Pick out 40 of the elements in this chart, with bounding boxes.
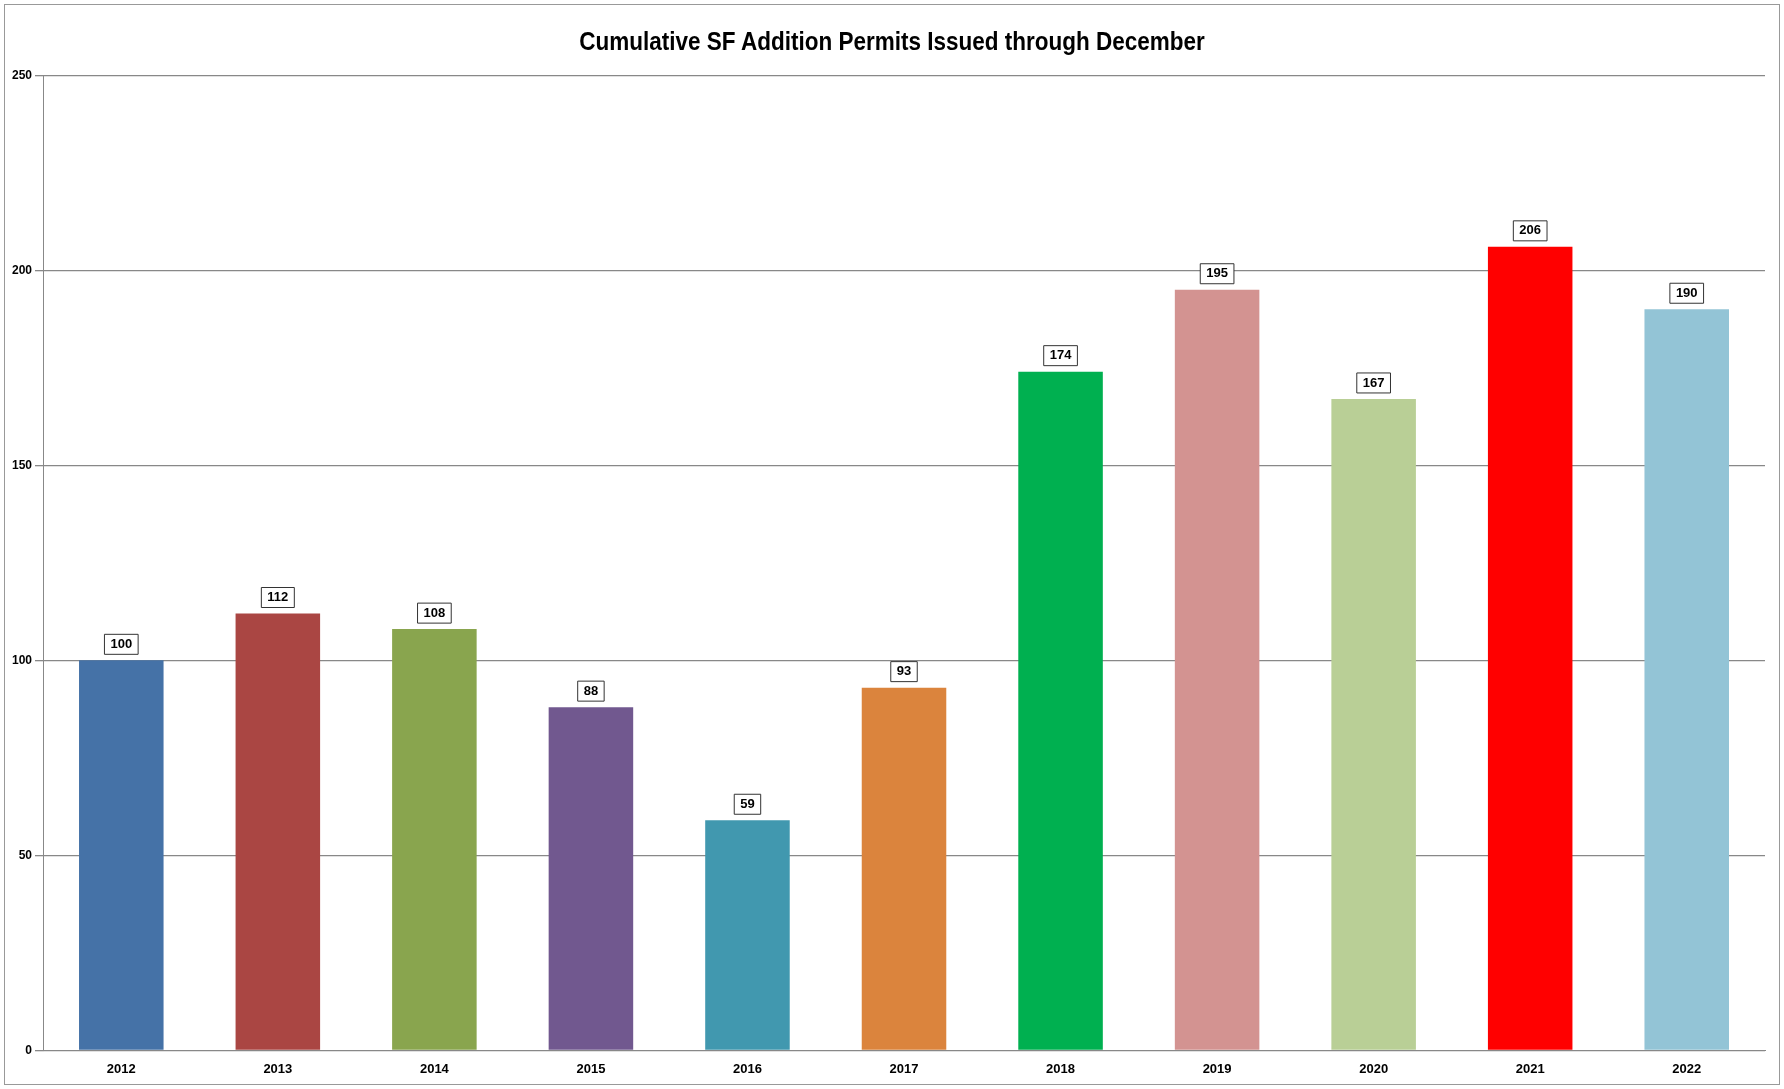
x-tick-label: 2021 (1515, 1060, 1545, 1076)
x-tick-label: 2019 (1202, 1060, 1232, 1076)
data-label: 206 (1519, 222, 1542, 238)
x-tick-label: 2018 (1046, 1060, 1076, 1076)
y-tick-label: 100 (11, 652, 33, 667)
data-label: 88 (583, 682, 599, 698)
data-label: 174 (1049, 347, 1073, 363)
data-label: 59 (740, 795, 755, 811)
x-tick-label: 2013 (263, 1060, 293, 1076)
x-tick-label: 2015 (576, 1060, 606, 1076)
bar (79, 660, 164, 1050)
x-tick-label: 2017 (889, 1060, 919, 1076)
bar (1644, 309, 1729, 1050)
x-tick-label: 2022 (1672, 1060, 1702, 1076)
data-label: 190 (1675, 284, 1698, 300)
data-label: 112 (267, 589, 289, 605)
bar (705, 820, 790, 1050)
y-tick-label: 50 (18, 847, 33, 862)
data-label: 100 (110, 635, 133, 651)
y-tick-label: 200 (11, 262, 33, 277)
y-tick-label: 150 (11, 457, 33, 472)
bar (1018, 371, 1103, 1050)
data-label: 93 (896, 663, 912, 679)
y-tick-label: 0 (25, 1042, 33, 1057)
bar (392, 629, 477, 1050)
bar (548, 707, 634, 1050)
data-label: 195 (1206, 265, 1228, 281)
bar (235, 613, 321, 1050)
x-tick-label: 2020 (1359, 1060, 1389, 1076)
data-label: 167 (1362, 374, 1385, 390)
data-label: 108 (423, 604, 446, 620)
y-tick-label: 250 (11, 67, 33, 82)
x-tick-label: 2016 (733, 1060, 762, 1076)
bar (1487, 246, 1573, 1050)
bar (1331, 398, 1416, 1050)
x-tick-label: 2012 (106, 1060, 136, 1076)
chart-title: Cumulative SF Addition Permits Issued through December (578, 27, 1206, 56)
bar (861, 687, 947, 1050)
bar (1174, 289, 1260, 1050)
x-tick-label: 2014 (419, 1060, 450, 1076)
